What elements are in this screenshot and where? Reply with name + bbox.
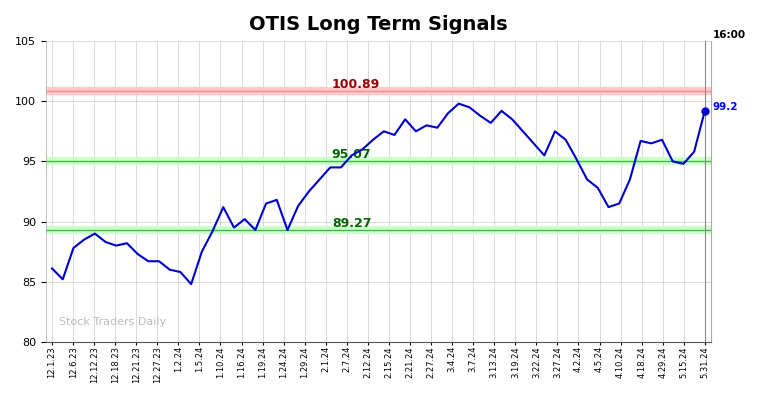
Text: 99.2: 99.2 xyxy=(713,102,738,112)
Text: 89.27: 89.27 xyxy=(332,217,372,230)
Text: Stock Traders Daily: Stock Traders Daily xyxy=(59,317,166,327)
Point xyxy=(699,108,711,114)
Text: 95.07: 95.07 xyxy=(332,148,372,160)
Text: 100.89: 100.89 xyxy=(332,78,380,91)
Title: OTIS Long Term Signals: OTIS Long Term Signals xyxy=(249,15,508,34)
Text: 16:00: 16:00 xyxy=(713,30,746,40)
